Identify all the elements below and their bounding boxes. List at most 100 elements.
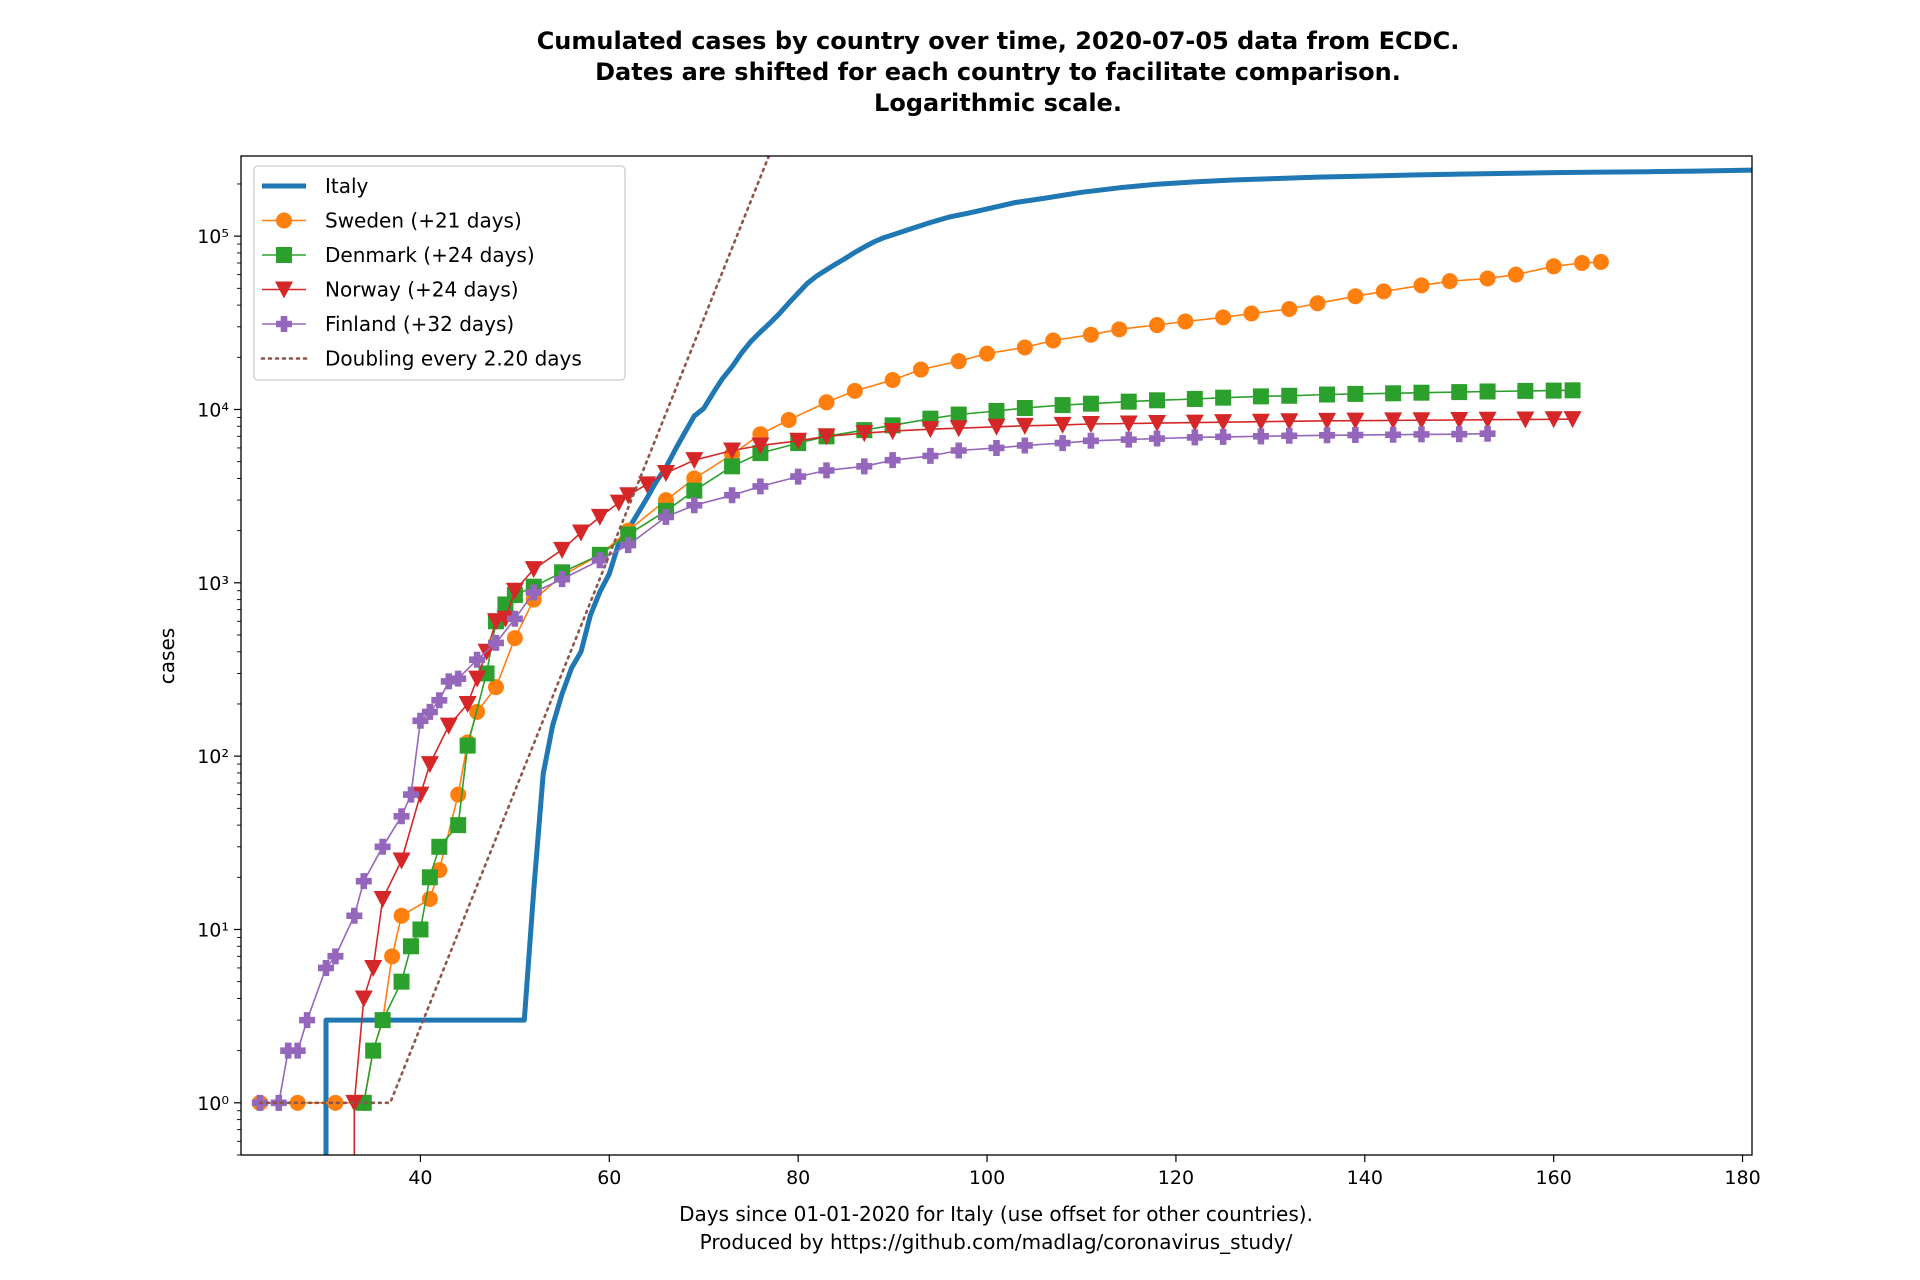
data-point [1451,384,1468,401]
data-point [1016,437,1033,454]
data-point [1120,393,1137,410]
data-point [1082,395,1099,412]
data-point [1319,427,1336,444]
data-point [345,1094,364,1112]
data-point [1054,435,1071,452]
data-point [1243,305,1260,322]
data-point [884,452,901,469]
data-point [421,703,438,720]
data-point [818,394,835,411]
data-point [487,679,504,696]
data-point [393,907,410,924]
data-point [1185,414,1204,432]
data-point [412,712,429,729]
data-point [393,808,410,825]
y-tick-label: 10¹ [197,919,229,941]
data-point [1081,415,1100,433]
data-point [506,630,523,647]
data-point [317,959,334,976]
data-point [1252,428,1269,445]
data-point [856,458,873,475]
data-point [431,692,448,709]
data-point [1214,414,1233,432]
data-point [421,869,438,886]
data-point [1319,386,1336,403]
data-point [450,670,467,687]
data-point [412,921,429,938]
data-point [411,786,430,804]
data-point [384,948,401,965]
y-tick-label: 10⁵ [197,226,229,248]
chart-title-line-2: Dates are shifted for each country to fa… [595,58,1401,86]
data-point [724,458,741,475]
plot-area [251,156,1752,1155]
y-tick-label: 10⁴ [197,399,229,421]
data-point [354,990,373,1008]
data-point [619,487,638,505]
data-point [374,838,391,855]
series-4 [251,425,1496,1111]
data-point [468,670,487,688]
x-axis: 40 60 80 100 120 140 160 180 [408,1155,1761,1189]
data-point [373,890,392,908]
data-point [1281,387,1298,404]
data-point [1517,382,1534,399]
data-point [1215,428,1232,445]
data-point [1215,309,1232,326]
data-point [988,403,1005,420]
x-tick-label: 180 [1724,1167,1760,1189]
data-point [1347,385,1364,402]
data-point [883,423,902,441]
data-point [686,470,703,487]
data-point [1053,416,1072,434]
data-point [1119,415,1138,433]
series-line [363,389,1573,1103]
data-point [1563,411,1582,429]
legend-entry: Denmark (+24 days) [262,243,535,267]
data-point [1120,431,1137,448]
data-point [912,361,929,378]
data-point [979,345,996,362]
data-point [364,959,383,977]
data-point [818,462,835,479]
data-point [450,786,467,803]
series-5 [258,156,771,1105]
chart-title-line-1: Cumulated cases by country over time, 20… [537,27,1460,55]
series-0 [323,167,1752,1155]
data-point [1280,413,1299,431]
legend-label: Finland (+32 days) [325,312,514,336]
data-point [1148,415,1167,433]
data-point [950,406,967,423]
legend-marker [275,281,293,299]
data-point [950,442,967,459]
data-point [1385,385,1402,402]
data-point [1186,390,1203,407]
data-point [1252,388,1269,405]
data-point [724,487,741,504]
x-tick-label: 160 [1536,1167,1572,1189]
data-point [1347,288,1364,305]
data-point [609,494,628,512]
data-point [921,421,940,439]
data-point [440,673,457,690]
legend-marker [276,316,292,332]
data-point [949,420,968,438]
data-point [505,582,524,600]
data-point [506,610,523,627]
data-point [1082,432,1099,449]
data-point [431,838,448,855]
data-point [553,541,572,559]
series-2 [355,382,1581,1111]
data-point [478,665,495,682]
data-point [1082,326,1099,343]
data-point [289,1042,306,1059]
legend-entry: Italy [262,174,369,198]
data-point [751,437,770,455]
data-point [1413,426,1430,443]
data-point [1346,412,1365,430]
data-point [685,452,704,470]
data-point [525,584,542,601]
x-axis-label-line-1: Days since 01-01-2020 for Italy (use off… [679,1202,1313,1226]
chart-title-line-3: Logarithmic scale. [874,89,1122,117]
data-point [402,786,419,803]
